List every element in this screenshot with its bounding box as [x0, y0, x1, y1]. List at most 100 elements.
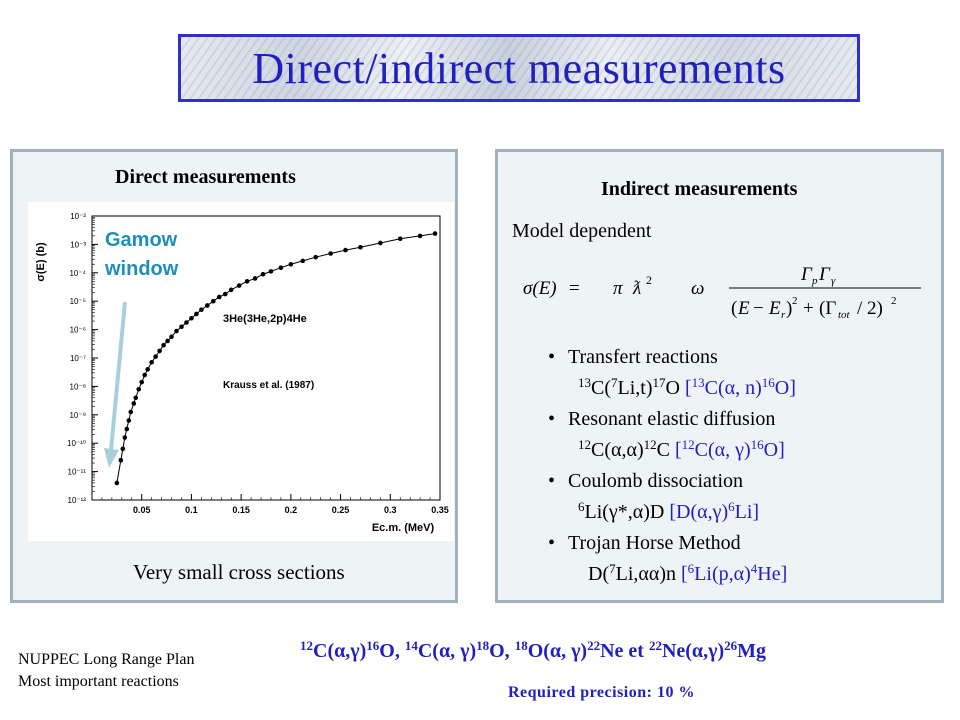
x-tick-label: 0.1	[185, 505, 198, 515]
x-tick-label: 0.05	[133, 505, 151, 515]
data-point	[343, 247, 348, 253]
svg-text:E: E	[737, 298, 750, 319]
data-point	[268, 269, 274, 274]
data-point	[128, 409, 134, 415]
key-reactions: 12C(α,γ)16O, 14C(α, γ)18O, 18O(α, γ)22Ne…	[300, 638, 767, 662]
footer-note: NUPPEC Long Range Plan Most important re…	[18, 649, 194, 693]
data-points	[114, 231, 438, 486]
data-point	[157, 348, 162, 354]
bullet-title: Trojan Horse Method	[546, 528, 936, 558]
indirect-methods-list: Transfert reactions 13C(7Li,t)17O [13C(α…	[546, 342, 936, 590]
x-tick-label: 0.2	[285, 505, 298, 515]
y-axis-label: σ(E) (b)	[35, 242, 47, 282]
y-tick-label: 10⁻¹¹	[68, 468, 87, 477]
data-point	[145, 367, 150, 372]
reaction-formula: D(7Li,αα)n [6Li(p,α)4He]	[588, 561, 788, 585]
data-point	[313, 254, 319, 260]
data-point	[118, 457, 124, 463]
chart-caption: Very small cross sections	[133, 560, 345, 584]
data-point	[300, 258, 306, 264]
list-item: Resonant elastic diffusion 12C(α,α)12C […	[546, 404, 936, 466]
data-point	[126, 418, 132, 423]
data-point	[432, 231, 438, 236]
svg-text:(: (	[731, 298, 737, 319]
svg-text:+: +	[803, 298, 814, 319]
data-point	[142, 372, 147, 378]
data-point	[165, 338, 170, 344]
x-tick-label: 0.3	[384, 505, 397, 515]
data-point	[378, 240, 383, 246]
svg-text:): )	[786, 298, 792, 319]
bullet-title: Transfert reactions	[546, 342, 936, 372]
y-tick-label: 10⁻⁹	[69, 411, 86, 420]
data-point	[124, 426, 130, 432]
data-point	[122, 435, 128, 440]
svg-text:(Γ: (Γ	[819, 298, 836, 319]
gamow-label-line1: Gamow	[105, 229, 178, 251]
reaction-annotation: 3He(3He,2p)4He	[223, 313, 307, 325]
indirect-measurements-panel: Indirect measurements Model dependent σ(…	[495, 149, 944, 603]
svg-text:−: −	[753, 298, 764, 319]
svg-text:Γ: Γ	[818, 264, 831, 285]
svg-text:tot: tot	[838, 309, 851, 321]
svg-text:ƛ: ƛ	[632, 278, 641, 299]
reaction-formula: 6Li(γ*,α)D [D(α,γ)6Li]	[578, 499, 760, 523]
data-point	[189, 315, 194, 321]
data-point	[169, 334, 174, 339]
data-curve	[116, 233, 436, 484]
list-item: Transfert reactions 13C(7Li,t)17O [13C(α…	[546, 342, 936, 404]
data-point	[199, 307, 204, 313]
data-point	[161, 342, 166, 348]
y-tick-label: 10⁻³	[70, 240, 86, 249]
precision-note: Required precision: 10 %	[508, 684, 695, 701]
footer-line1: NUPPEC Long Range Plan	[18, 651, 195, 668]
y-tick-label: 10⁻⁵	[70, 297, 86, 306]
data-point	[120, 446, 126, 452]
data-point	[149, 359, 154, 365]
data-point	[216, 294, 222, 300]
direct-heading: Direct measurements	[115, 166, 296, 188]
x-tick-label: 0.25	[332, 505, 350, 515]
data-point	[205, 303, 210, 308]
reference-annotation: Krauss et al. (1987)	[223, 380, 314, 391]
x-axis-label: Ec.m. (MeV)	[372, 522, 435, 534]
y-tick-label: 10⁻⁷	[70, 354, 86, 363]
svg-text:σ(E): σ(E)	[523, 278, 557, 299]
chart-axes	[91, 215, 441, 501]
gamow-label-line2: window	[104, 258, 179, 280]
gamow-arrow	[104, 301, 127, 468]
data-point	[222, 291, 228, 297]
direct-measurements-panel: Direct measurements 10⁻² 10⁻³ 10⁻⁴ 10⁻⁵ 10⁻⁶…	[10, 149, 458, 603]
data-point	[211, 298, 216, 304]
slide-title: Direct/indirect measurements	[252, 43, 786, 93]
y-tick-label: 10⁻⁶	[70, 326, 86, 335]
svg-text:/ 2): / 2)	[857, 298, 883, 319]
x-tick-labels: 0.05 0.1 0.15 0.2 0.25 0.3 0.35	[133, 505, 449, 515]
svg-text:Γ: Γ	[800, 264, 813, 285]
x-tick-label: 0.15	[232, 505, 250, 515]
data-point	[288, 261, 294, 267]
data-point	[174, 328, 179, 334]
y-tick-label: 10⁻⁸	[70, 382, 87, 391]
y-tick-label: 10⁻¹⁰	[67, 439, 86, 448]
y-tick-label: 10⁻¹²	[68, 496, 87, 505]
data-point	[397, 236, 403, 242]
y-tick-label: 10⁻²	[70, 212, 86, 221]
bullet-title: Resonant elastic diffusion	[546, 404, 936, 434]
svg-text:E: E	[768, 298, 781, 319]
data-point	[260, 271, 266, 277]
svg-text:2: 2	[891, 295, 897, 307]
svg-text:p: p	[811, 275, 818, 287]
data-point	[184, 320, 189, 325]
data-point	[236, 283, 242, 288]
data-point	[252, 276, 258, 281]
reaction-formula: 13C(7Li,t)17O [13C(α, n)16O]	[578, 375, 796, 399]
footer-line2: Most important reactions	[18, 673, 179, 690]
data-point	[228, 287, 234, 293]
svg-text:π: π	[613, 278, 623, 299]
y-tick-labels: 10⁻² 10⁻³ 10⁻⁴ 10⁻⁵ 10⁻⁶ 10⁻⁷ 10⁻⁸ 10⁻⁹ 10⁻¹⁰ 10⁻…	[67, 212, 87, 505]
data-point	[136, 386, 142, 392]
data-point	[278, 265, 284, 270]
data-point	[417, 233, 423, 239]
y-tick-label: 10⁻⁴	[69, 269, 86, 278]
